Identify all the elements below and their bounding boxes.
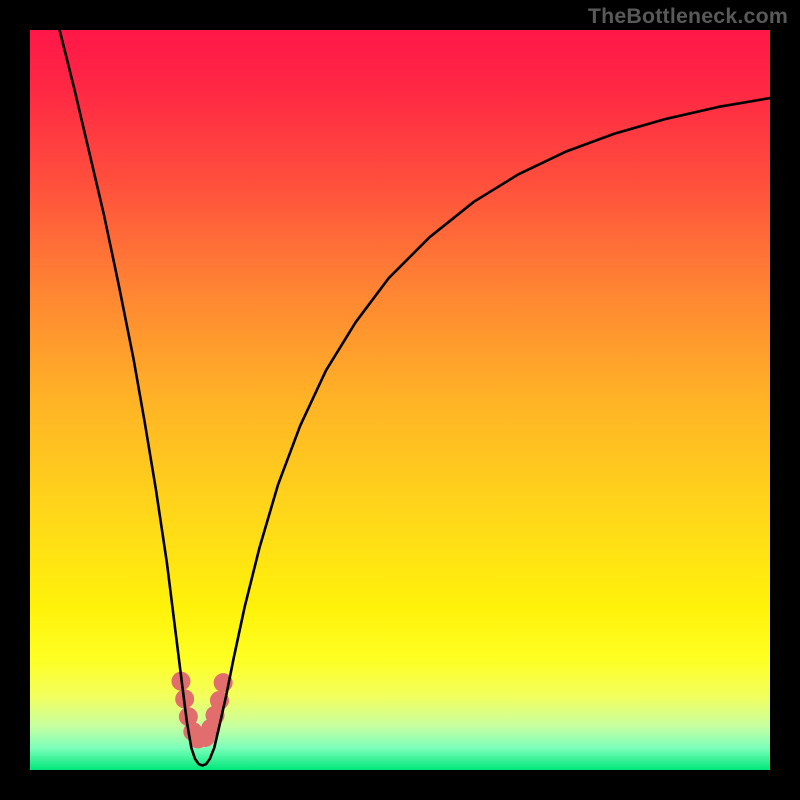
bottleneck-curve-chart <box>0 0 800 800</box>
watermark-text: TheBottleneck.com <box>588 4 788 29</box>
chart-root: TheBottleneck.com <box>0 0 800 800</box>
